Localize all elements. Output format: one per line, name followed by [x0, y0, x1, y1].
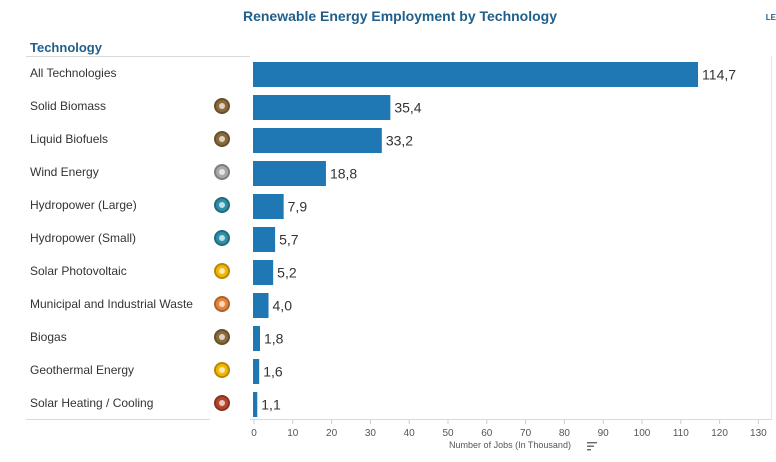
bar[interactable] — [253, 194, 284, 219]
technology-row[interactable]: Hydropower (Large) — [30, 189, 230, 222]
x-tick-label: 30 — [365, 428, 377, 439]
chart-title: Renewable Energy Employment by Technolog… — [242, 8, 558, 24]
waste-icon — [214, 296, 230, 312]
geothermal-icon — [214, 362, 230, 378]
header-divider — [26, 56, 250, 57]
x-axis-label: Number of Jobs (In Thousand) — [449, 440, 571, 450]
technology-row[interactable]: Solar Photovoltaic — [30, 255, 230, 288]
technology-label: Liquid Biofuels — [30, 132, 109, 146]
x-tick-label: 20 — [326, 428, 338, 439]
bar[interactable] — [253, 260, 274, 285]
technology-label: Municipal and Industrial Waste — [30, 297, 193, 311]
technology-label: Hydropower (Small) — [30, 231, 137, 245]
bar-value-label: 5,7 — [279, 232, 299, 248]
column-header-technology[interactable]: Technology — [30, 40, 102, 55]
technology-row[interactable]: Municipal and Industrial Waste — [30, 288, 230, 321]
x-axis-line — [250, 419, 772, 420]
x-tick-label: 40 — [404, 428, 416, 439]
bar-value-label: 18,8 — [330, 166, 357, 182]
wind-icon — [214, 164, 230, 180]
x-tick-label: 60 — [481, 428, 493, 439]
plot-right-border — [771, 56, 772, 420]
technology-label: All Technologies — [30, 66, 117, 80]
footer-divider-left — [26, 419, 210, 420]
hydropower-icon — [214, 230, 230, 246]
technology-row[interactable]: Wind Energy — [30, 156, 230, 189]
x-tick-label: 110 — [673, 428, 689, 439]
technology-label: Solar Heating / Cooling — [30, 396, 154, 410]
bar-value-label: 1,6 — [263, 364, 283, 380]
x-tick-label: 0 — [251, 428, 257, 439]
technology-label: Geothermal Energy — [30, 363, 135, 377]
technology-row[interactable]: Solar Heating / Cooling — [30, 387, 230, 420]
technology-row[interactable]: Liquid Biofuels — [30, 123, 230, 156]
solar-heating-icon — [214, 395, 230, 411]
x-tick-label: 70 — [520, 428, 532, 439]
hydropower-icon — [214, 197, 230, 213]
technology-row[interactable]: Hydropower (Small) — [30, 222, 230, 255]
x-tick-label: 80 — [559, 428, 571, 439]
bar-value-label: 7,9 — [288, 199, 308, 215]
bar[interactable] — [253, 227, 276, 252]
sort-descending-icon[interactable] — [587, 442, 597, 451]
technology-label: Wind Energy — [30, 165, 99, 179]
bar-value-label: 35,4 — [394, 100, 421, 116]
bar[interactable] — [253, 62, 699, 87]
bar-value-label: 114,7 — [702, 67, 736, 83]
technology-label: Solid Biomass — [30, 99, 107, 113]
technology-row[interactable]: All Technologies — [30, 57, 230, 90]
x-tick-label: 130 — [750, 428, 767, 439]
technology-row[interactable]: Biogas — [30, 321, 230, 354]
bar[interactable] — [253, 392, 258, 417]
biomass-icon — [214, 98, 230, 114]
bar-value-label: 33,2 — [386, 133, 413, 149]
technology-row[interactable]: Geothermal Energy — [30, 354, 230, 387]
x-tick-label: 50 — [442, 428, 454, 439]
x-tick-label: 90 — [598, 428, 610, 439]
corner-mark: LE — [765, 13, 776, 22]
bar[interactable] — [253, 326, 260, 351]
technology-label: Solar Photovoltaic — [30, 264, 127, 278]
bar[interactable] — [253, 161, 326, 186]
technology-label: Hydropower (Large) — [30, 198, 137, 212]
bar[interactable] — [253, 293, 269, 318]
bar[interactable] — [253, 359, 260, 384]
bar-value-label: 5,2 — [277, 265, 297, 281]
x-tick-label: 120 — [711, 428, 728, 439]
biogas-icon — [214, 329, 230, 345]
bar[interactable] — [253, 128, 382, 153]
bar-value-label: 1,1 — [261, 397, 281, 413]
biofuels-icon — [214, 131, 230, 147]
technology-label: Biogas — [30, 330, 67, 344]
x-tick-label: 100 — [634, 428, 651, 439]
bar[interactable] — [253, 95, 391, 120]
bar-value-label: 1,8 — [264, 331, 284, 347]
x-tick-label: 10 — [287, 428, 299, 439]
solar-icon — [214, 263, 230, 279]
technology-row[interactable]: Solid Biomass — [30, 90, 230, 123]
bar-value-label: 4,0 — [273, 298, 293, 314]
